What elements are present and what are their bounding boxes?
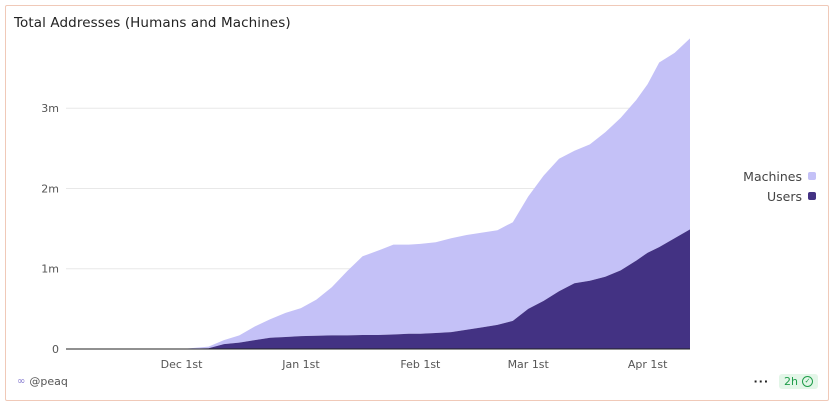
legend-item-machines[interactable]: Machines — [743, 166, 816, 186]
legend-swatch-users — [808, 192, 816, 200]
legend: Machines Users — [743, 166, 816, 206]
y-tick-label: 3m — [41, 102, 59, 115]
axes: 0 1m 2m 3m Dec 1st Jan 1st Feb 1st Mar 1st Apr 1… — [41, 102, 690, 371]
y-tick-label: 0 — [52, 343, 59, 356]
refresh-label: 2h — [784, 375, 798, 388]
x-tick-label: Jan 1st — [281, 358, 320, 371]
area-chart: 0 1m 2m 3m Dec 1st Jan 1st Feb 1st Mar 1st Apr 1… — [41, 38, 690, 371]
series-area-users[interactable] — [66, 229, 690, 349]
chart-areas — [66, 38, 690, 350]
link-icon: ∞ — [17, 376, 25, 387]
y-tick-label: 1m — [41, 263, 59, 276]
refresh-badge[interactable]: 2h ✓ — [779, 374, 818, 389]
more-options-button[interactable]: ··· — [753, 375, 770, 388]
legend-item-users[interactable]: Users — [743, 186, 816, 206]
x-tick-label: Feb 1st — [400, 358, 441, 371]
legend-swatch-machines — [808, 172, 816, 180]
x-tick-label: Dec 1st — [161, 358, 204, 371]
x-tick-label: Mar 1st — [508, 358, 550, 371]
check-circle-icon: ✓ — [802, 376, 813, 387]
series-area-machines[interactable] — [66, 38, 690, 350]
source-label: @peaq — [29, 375, 68, 388]
y-tick-label: 2m — [41, 182, 59, 195]
x-tick-label: Apr 1st — [628, 358, 668, 371]
chart-card: Total Addresses (Humans and Machines) 0 1… — [5, 5, 829, 401]
footer-actions: ··· 2h ✓ — [753, 374, 818, 389]
source-attribution[interactable]: ∞ @peaq — [17, 375, 68, 388]
legend-label-machines: Machines — [743, 168, 802, 184]
legend-label-users: Users — [766, 188, 802, 204]
chart-title: Total Addresses (Humans and Machines) — [14, 15, 291, 31]
